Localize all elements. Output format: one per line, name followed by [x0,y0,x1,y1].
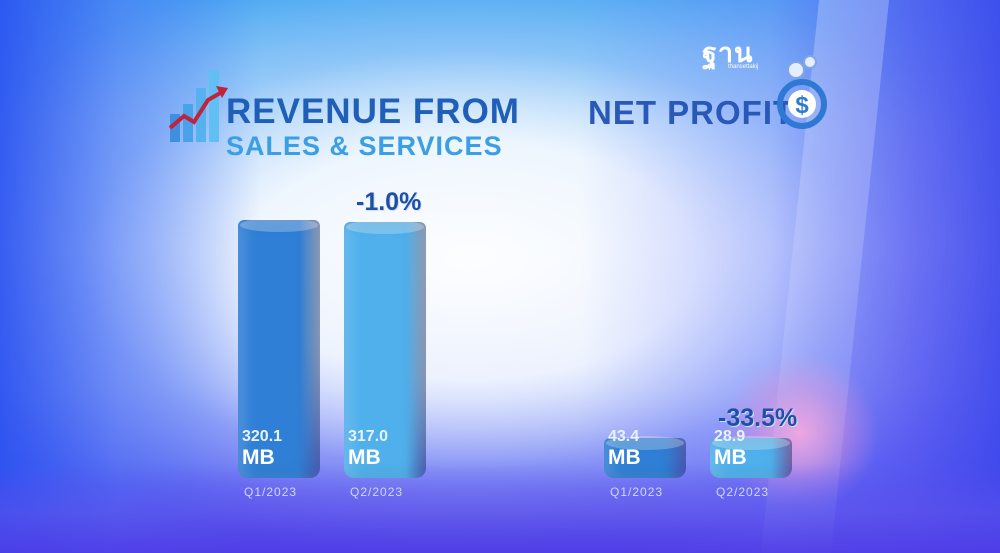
category-tick-label: Q2/2023 [350,485,404,499]
bar-net-profit-2 [710,438,792,478]
net-profit-title: NET PROFIT [588,94,795,131]
bar-unit-label: MB [608,446,641,469]
bar-value-label: 317.0 [348,428,389,445]
logo-subtext: thansettakij [728,64,759,70]
bar-unit-label: MB [348,446,381,469]
bar-revenue-1 [238,220,320,478]
bar-value-label: 43.4 [608,428,640,445]
bar-top-cap [606,436,684,450]
bar-top-cap [346,220,424,235]
svg-text:$: $ [795,92,809,119]
bar-value-label: 320.1 [242,428,283,445]
revenue-title: REVENUE FROM [226,92,520,131]
revenue-subtitle: SALES & SERVICES [226,131,503,161]
dollar-coin-icon: $ [777,55,827,129]
bar-net-profit-1 [604,438,686,478]
logo-text: ฐาน [702,38,754,68]
bar-value-label: 28.9 [714,428,746,445]
bar-top-cap [712,436,790,450]
bar-top-cap [240,218,318,232]
background-floor [0,463,1000,553]
category-tick-label: Q2/2023 [716,485,770,499]
change-percent-label: -33.5% [718,404,798,432]
bar-revenue-2 [344,222,426,478]
channel-logo: ฐาน thansettakij [702,38,770,72]
bar-unit-label: MB [242,446,275,469]
category-tick-label: Q1/2023 [244,485,298,499]
change-percent-label: -1.0% [356,188,422,217]
category-tick-label: Q1/2023 [610,485,664,499]
rising-bar-chart-icon [168,70,228,142]
bar-unit-label: MB [714,446,747,469]
